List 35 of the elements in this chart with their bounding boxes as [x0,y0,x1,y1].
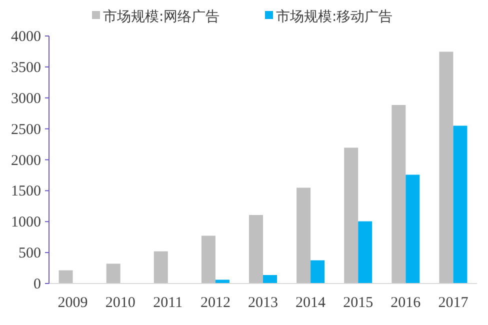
bar [154,251,168,284]
bar [453,126,468,284]
bar [439,52,454,284]
x-tick-label: 2013 [248,295,278,311]
x-tick-label: 2017 [438,295,469,311]
x-tick-label: 2010 [105,295,136,311]
y-tick-label: 0 [34,276,41,292]
y-tick-label: 1500 [11,184,41,200]
bar [358,221,372,284]
y-tick-label: 2000 [11,152,41,169]
legend-label: 市场规模:网络广告 [103,9,220,25]
bar [406,174,420,284]
y-tick-label: 3000 [11,90,41,107]
bar [106,264,120,284]
y-tick-label: 500 [18,246,41,262]
y-tick-label: 1000 [11,214,41,231]
bar [58,270,73,284]
y-tick-label: 4000 [11,29,41,45]
bar [215,280,230,284]
bar [201,236,216,284]
x-tick-label: 2009 [58,295,88,311]
legend-label: 市场规模:移动广告 [276,9,393,25]
y-tick-label: 2500 [11,122,41,138]
bar [392,104,406,284]
bar [249,215,263,284]
bar [310,260,325,284]
x-tick-label: 2015 [343,295,374,311]
y-tick-label: 3500 [11,60,41,76]
x-tick-label: 2016 [390,295,422,311]
x-tick-label: 2014 [296,295,326,311]
x-tick-label: 2011 [153,295,183,311]
x-tick-label: 2012 [200,295,230,311]
bar [344,148,358,284]
bar [296,188,311,284]
bar [263,275,277,284]
